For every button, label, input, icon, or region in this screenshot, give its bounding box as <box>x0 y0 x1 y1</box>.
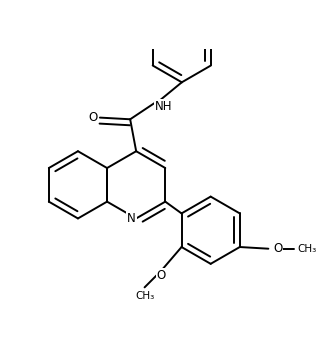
Text: O: O <box>273 242 283 255</box>
Text: O: O <box>88 111 97 124</box>
Text: O: O <box>157 269 166 282</box>
Text: CH₃: CH₃ <box>297 244 316 254</box>
Text: N: N <box>127 212 136 225</box>
Text: CH₃: CH₃ <box>135 291 154 301</box>
Text: NH: NH <box>155 100 172 113</box>
